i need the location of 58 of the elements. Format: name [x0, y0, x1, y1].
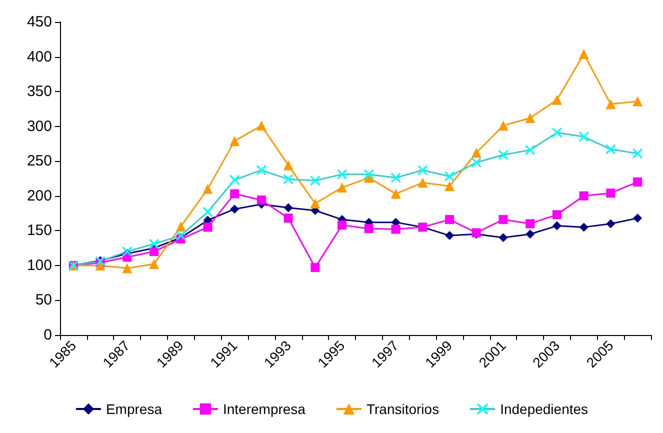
y-tick-label: 200: [26, 187, 52, 204]
point: [283, 160, 294, 170]
point: [525, 112, 536, 123]
point: [578, 48, 589, 59]
point: [203, 222, 212, 232]
point: [202, 184, 213, 194]
point: [364, 224, 374, 234]
legend-label: Empresa: [106, 401, 162, 417]
y-tick-label: 400: [26, 48, 52, 66]
y-tick-label: 100: [26, 256, 52, 274]
y-tick-label: 0: [44, 326, 52, 344]
y-tick-label: 150: [26, 222, 52, 240]
point: [552, 94, 562, 105]
point: [284, 203, 293, 212]
point: [122, 263, 132, 274]
point: [338, 220, 347, 230]
point: [606, 99, 616, 110]
point: [633, 214, 642, 223]
point: [150, 247, 159, 256]
y-tick-label: 350: [26, 83, 52, 100]
point: [176, 221, 186, 232]
y-tick-label: 300: [26, 118, 52, 135]
point: [337, 182, 348, 193]
point: [149, 259, 160, 270]
point: [444, 181, 455, 192]
point: [552, 221, 562, 230]
point: [230, 136, 240, 146]
point: [230, 189, 240, 198]
point: [498, 120, 508, 131]
point: [230, 204, 240, 214]
point: [418, 178, 428, 188]
point: [579, 222, 588, 232]
point: [390, 188, 401, 199]
point: [310, 263, 320, 272]
point: [498, 215, 508, 224]
point: [526, 219, 535, 228]
point: [633, 177, 642, 186]
point: [310, 198, 320, 209]
point: [552, 210, 562, 220]
point: [606, 219, 616, 228]
point: [632, 96, 643, 106]
y-tick-label: 250: [26, 152, 52, 170]
point: [391, 224, 400, 234]
legend-label: Indepedientes: [500, 401, 588, 417]
point: [445, 215, 454, 224]
y-tick-label: 50: [35, 292, 52, 309]
y-tick-label: 450: [26, 14, 52, 30]
point: [526, 230, 535, 239]
legend-label: Transitorios: [366, 401, 440, 417]
point: [579, 191, 588, 200]
point: [256, 196, 266, 205]
point: [471, 148, 482, 158]
legend-label: Interempresa: [222, 401, 306, 417]
point: [445, 231, 454, 240]
point: [606, 188, 616, 198]
point: [498, 233, 508, 242]
point: [256, 120, 266, 131]
point: [284, 214, 293, 223]
